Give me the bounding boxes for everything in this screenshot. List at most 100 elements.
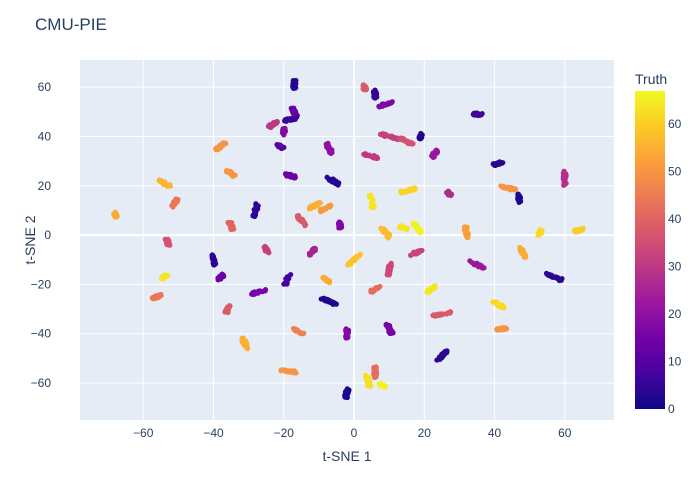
cluster-points [366, 192, 377, 211]
x-tick-label: −20 [274, 426, 295, 440]
cluster-points [560, 168, 569, 188]
x-axis-title: t-SNE 1 [322, 448, 371, 464]
x-tick-label: −40 [203, 426, 224, 440]
x-tick-label: 0 [351, 426, 358, 440]
cluster-points [306, 200, 323, 212]
data-point [558, 277, 564, 283]
cluster-points [281, 114, 300, 124]
x-tick-label: 20 [418, 426, 432, 440]
data-point [477, 262, 483, 268]
data-point [411, 220, 418, 227]
cluster-points [149, 291, 164, 302]
cluster-points [361, 151, 381, 162]
data-point [290, 106, 296, 113]
cluster-points [470, 110, 485, 118]
data-point [373, 286, 379, 292]
data-point [292, 175, 298, 181]
cluster-points [430, 309, 454, 319]
cluster-points [111, 209, 120, 220]
data-point [292, 326, 298, 332]
data-point [363, 372, 369, 378]
data-point [372, 95, 378, 101]
data-point [378, 383, 384, 389]
y-tick-label: −60 [31, 376, 52, 390]
colorbar-tick-label: 50 [668, 165, 682, 179]
cluster-points [376, 381, 389, 390]
cluster-points [156, 177, 173, 189]
data-point [165, 182, 172, 188]
cluster-points [398, 185, 418, 196]
cluster-points [429, 147, 441, 161]
y-tick-labels: −60 −40 −20 0 20 40 60 [31, 80, 52, 390]
data-point [211, 261, 217, 267]
data-point [417, 230, 423, 236]
data-point [228, 220, 235, 227]
cluster-points [370, 87, 380, 101]
data-point [362, 84, 368, 90]
data-point [216, 275, 222, 281]
cluster-points [265, 118, 280, 131]
data-point [409, 141, 416, 147]
data-point [345, 330, 351, 336]
x-tick-label: 60 [558, 426, 572, 440]
data-point [400, 225, 407, 231]
cluster-points [294, 213, 309, 229]
data-point [170, 201, 176, 207]
colorbar-tick-label: 20 [668, 307, 682, 321]
data-point [342, 393, 348, 399]
colorbar-tick-label: 40 [668, 212, 682, 226]
data-point [365, 381, 371, 387]
cluster-points [398, 135, 416, 147]
cluster-points [222, 303, 233, 316]
data-point [575, 228, 582, 234]
data-point [430, 154, 437, 160]
data-point [291, 368, 298, 374]
data-point [439, 353, 446, 359]
data-point [499, 184, 506, 190]
cluster-points [215, 271, 227, 283]
data-point [561, 168, 567, 174]
data-point [517, 198, 524, 204]
cluster-points [209, 252, 219, 268]
data-point [492, 299, 498, 305]
data-point [502, 326, 508, 333]
data-point [164, 237, 170, 243]
data-point [447, 310, 453, 316]
data-point [369, 289, 376, 295]
data-point [280, 128, 286, 134]
data-point [323, 296, 329, 302]
plot-area [80, 60, 614, 420]
cluster-points [376, 99, 395, 110]
data-point [424, 289, 430, 295]
cluster-points [250, 201, 261, 220]
colorbar-tick-label: 30 [668, 260, 682, 274]
data-point [362, 151, 368, 157]
cluster-points [282, 171, 298, 181]
data-point [284, 277, 290, 284]
data-point [538, 229, 544, 236]
data-point [330, 301, 336, 307]
data-point [461, 226, 468, 232]
data-point [369, 197, 375, 203]
cluster-points [225, 219, 237, 233]
cluster-points [498, 183, 519, 193]
data-point [301, 220, 307, 227]
data-point [268, 124, 274, 131]
data-point [560, 176, 567, 182]
colorbar-tick-label: 0 [668, 402, 675, 416]
cluster-points [371, 364, 380, 380]
data-point [387, 100, 393, 106]
data-point [392, 135, 398, 141]
data-point [350, 256, 356, 262]
data-point [400, 137, 406, 143]
cluster-points [416, 130, 425, 142]
colorbar-tick-label: 60 [668, 117, 682, 131]
cluster-points [306, 245, 318, 258]
cluster-points [467, 258, 487, 271]
cluster-points [274, 141, 287, 152]
data-point [254, 203, 260, 210]
data-point [263, 244, 269, 250]
data-point [175, 197, 181, 203]
data-point [380, 227, 386, 233]
chart-title: CMU-PIE [35, 15, 107, 34]
